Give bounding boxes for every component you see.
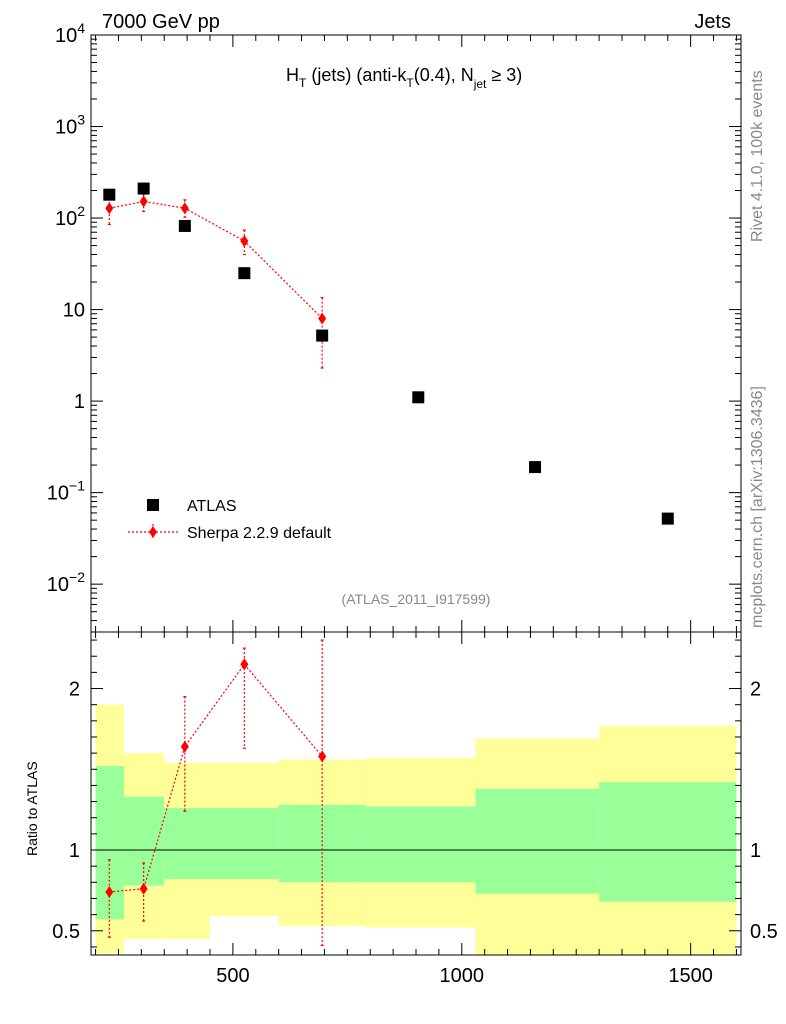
ratio-y-axis-label: Ratio to ATLAS <box>24 761 40 856</box>
x-tick-label: 500 <box>216 965 249 987</box>
ratio-sherpa-point <box>318 750 327 763</box>
ratio-y-tick-label-left: 0.5 <box>52 921 80 943</box>
plot-title-part1: (jets) (anti-k <box>306 65 407 85</box>
plot-title-part1-sub: T <box>406 76 414 90</box>
legend-atlas-label: ATLAS <box>187 498 237 515</box>
main-y-tick-label: 10 <box>63 300 85 322</box>
ratio-y-tick-label-left: 1 <box>69 840 80 862</box>
main-y-tick-label: 1 <box>74 391 85 413</box>
plot-title-part2-sub: jet <box>473 77 487 91</box>
legend-atlas-marker <box>147 499 159 511</box>
legend-sherpa-label: Sherpa 2.2.9 default <box>187 525 332 542</box>
header-right-label: Jets <box>694 11 731 33</box>
atlas-point <box>316 329 329 342</box>
plot-title-part3: ≥ 3) <box>486 65 522 85</box>
ratio-y-tick-label-right: 0.5 <box>750 921 778 943</box>
legend-sherpa-marker <box>149 526 157 538</box>
main-panel-border <box>90 34 742 633</box>
main-y-tick-base: 10 <box>55 25 77 47</box>
ratio-y-tick-label-left: 2 <box>69 679 80 701</box>
ratio-y-tick-label-right: 1 <box>750 840 761 862</box>
main-y-tick-exponent: −1 <box>69 478 85 494</box>
plot-title-part2: (0.4), N <box>414 65 474 85</box>
atlas-point <box>661 512 674 525</box>
atlas-point <box>529 461 542 474</box>
atlas-point <box>238 267 251 280</box>
rivet-version-label: Rivet 4.1.0, 100k events <box>749 70 766 242</box>
main-y-tick-label: 102 <box>55 203 85 230</box>
sherpa-point <box>240 235 249 248</box>
main-y-tick-base: 10 <box>47 483 69 505</box>
sherpa-point <box>139 195 148 208</box>
ratio-band-inner-3 <box>210 808 279 880</box>
ratio-y-tick-label-right: 2 <box>750 679 761 701</box>
ratio-sherpa-line <box>109 663 323 893</box>
legend: ATLAS Sherpa 2.2.9 default <box>128 498 332 542</box>
data-marks <box>103 182 674 946</box>
ratio-band-inner-5 <box>365 806 476 883</box>
sherpa-line <box>109 200 323 319</box>
main-y-tick-base: 10 <box>55 117 77 139</box>
main-y-tick-base: 1 <box>74 391 85 413</box>
main-y-tick-base: 10 <box>47 574 69 596</box>
main-y-tick-label: 103 <box>55 112 85 139</box>
ratio-band-inner-7 <box>599 782 737 902</box>
atlas-point <box>178 219 191 232</box>
analysis-watermark: (ATLAS_2011_I917599) <box>342 591 491 607</box>
main-y-tick-exponent: 2 <box>77 203 85 219</box>
ratio-band-inner-2 <box>164 808 211 880</box>
main-y-tick-exponent: 4 <box>77 20 85 36</box>
ratio-sherpa-point <box>180 740 189 753</box>
sherpa-point <box>180 202 189 215</box>
main-y-tick-label: 10−1 <box>47 478 85 505</box>
x-tick-label: 1500 <box>668 965 713 987</box>
atlas-point <box>412 391 425 404</box>
main-y-tick-label: 10−2 <box>47 569 85 596</box>
atlas-point <box>137 182 150 195</box>
ratio-sherpa-point <box>105 886 114 899</box>
plot-title-main-sub: T <box>299 76 307 90</box>
ratio-band-inner-6 <box>475 788 600 894</box>
main-y-tick-base: 10 <box>55 208 77 230</box>
ratio-sherpa-point <box>240 658 249 671</box>
sherpa-point <box>105 202 114 215</box>
ratio-panel-frame: 0.5 0.5 1 1 2 2 500 1000 1500 <box>52 631 778 987</box>
sherpa-point <box>318 312 327 325</box>
main-y-tick-exponent: 3 <box>77 112 85 128</box>
plot-title: HT (jets) (anti-kT(0.4), Njet ≥ 3) <box>286 65 522 91</box>
x-tick-label: 1000 <box>440 965 485 987</box>
plot-title-main: H <box>286 65 299 85</box>
mcplots-reference-label: mcplots.cern.ch [arXiv:1306.3436] <box>749 386 766 628</box>
main-y-tick-exponent: −2 <box>69 569 85 585</box>
ratio-sherpa-point <box>139 882 148 895</box>
header-left-label: 7000 GeV pp <box>102 11 220 33</box>
main-y-tick-base: 10 <box>63 300 85 322</box>
ratio-uncertainty-bands <box>95 704 737 955</box>
main-y-tick-label: 104 <box>55 20 85 47</box>
atlas-point <box>103 188 116 201</box>
